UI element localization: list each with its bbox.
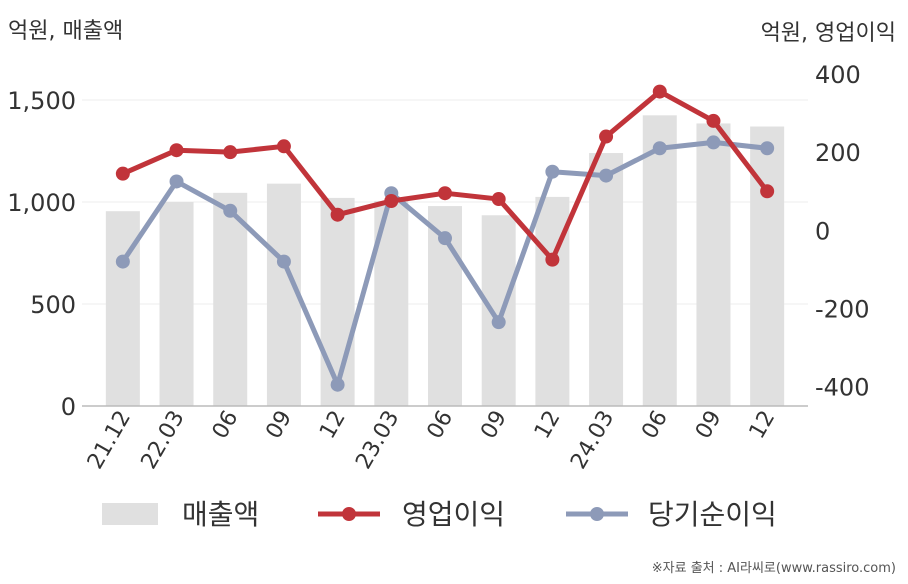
right-axis-label: 억원, 영업이익 (761, 21, 896, 46)
net-income-point (276, 254, 291, 269)
x-tick-label: 06 (637, 407, 673, 444)
operating-profit-point (760, 184, 775, 199)
revenue-bar (320, 197, 355, 406)
net-income-point (438, 231, 452, 246)
x-tick-label: 12 (530, 407, 566, 444)
x-tick-label: 09 (691, 407, 727, 444)
legend: 매출액 영업이익 당기순이익 (102, 498, 777, 531)
net-income-point (115, 254, 130, 269)
legend-label-net-income: 당기순이익 (648, 498, 777, 531)
left-tick-label: 0 (61, 393, 76, 421)
x-tick-label: 06 (208, 407, 244, 444)
left-axis-ticks: 0 500 1,000 1,500 (7, 87, 76, 421)
x-axis-ticks: 21.12 22.03 06 09 12 23.03 06 09 12 24.03 06 09 12 (83, 407, 780, 474)
left-axis-label: 억원, 매출액 (8, 19, 123, 44)
revenue-bar (266, 183, 301, 406)
net-income-point (545, 164, 560, 179)
x-tick-label: 09 (476, 407, 512, 444)
net-income-point (760, 141, 775, 156)
operating-profit-point (169, 143, 184, 158)
operating-profit-point (223, 145, 238, 160)
operating-profit-point (330, 207, 345, 222)
revenue-bar (696, 123, 731, 407)
x-tick-label: 12 (745, 407, 781, 444)
net-income-point (706, 135, 721, 150)
line-series-layer (115, 84, 775, 392)
net-income-point (652, 141, 667, 156)
x-tick-label: 24.03 (566, 407, 619, 474)
operating-profit-point (276, 139, 291, 154)
net-income-point (169, 174, 184, 189)
x-tick-label: 22.03 (137, 407, 190, 474)
legend-swatch-revenue (102, 503, 158, 525)
net-income-point (599, 168, 614, 183)
operating-profit-point (491, 192, 506, 207)
revenue-bar (750, 126, 785, 407)
right-tick-label: 200 (815, 139, 861, 167)
operating-profit-point (384, 194, 399, 209)
net-income-point (330, 377, 345, 392)
left-tick-label: 1,500 (7, 87, 76, 115)
x-tick-label: 09 (261, 407, 297, 444)
left-tick-label: 500 (30, 291, 76, 319)
revenue-bar (642, 115, 677, 407)
net-income-point (223, 203, 238, 218)
x-tick-label: 06 (423, 407, 459, 444)
right-tick-label: 400 (815, 61, 861, 89)
legend-label-operating-profit: 영업이익 (402, 498, 505, 531)
revenue-bar (589, 153, 624, 406)
operating-profit-point (706, 113, 721, 128)
bar-series-revenue (105, 115, 785, 407)
source-note: ※자료 출처 : AI라씨로(www.rassiro.com) (652, 561, 896, 576)
legend-marker-net-income (590, 507, 604, 521)
x-tick-label: 21.12 (83, 407, 136, 474)
right-tick-label: 0 (815, 217, 830, 245)
net-income-point (491, 315, 506, 330)
x-tick-label: 12 (315, 407, 351, 444)
right-tick-label: -200 (815, 295, 869, 323)
operating-profit-point (652, 84, 667, 99)
legend-label-revenue: 매출액 (182, 498, 259, 531)
right-tick-label: -400 (815, 374, 869, 402)
x-tick-label: 23.03 (351, 407, 404, 474)
operating-profit-point (438, 186, 452, 201)
legend-marker-operating-profit (342, 507, 356, 521)
operating-profit-point (599, 129, 614, 144)
revenue-bar (213, 192, 248, 406)
right-axis-ticks: -400 -200 0 200 400 (815, 61, 869, 402)
operating-profit-point (115, 166, 130, 181)
revenue-bar (159, 202, 194, 406)
operating-profit-point (545, 252, 560, 267)
revenue-bar (481, 215, 516, 406)
left-tick-label: 1,000 (7, 189, 76, 217)
